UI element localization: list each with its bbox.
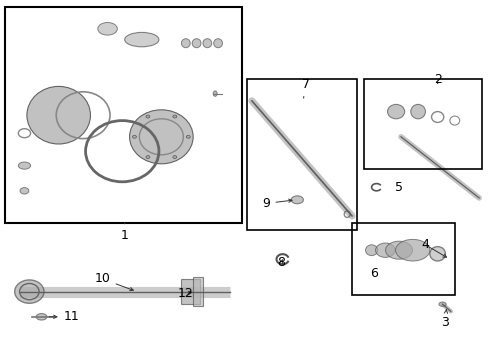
Text: 7: 7 [301,78,309,98]
Ellipse shape [410,104,425,119]
Ellipse shape [98,22,117,35]
Ellipse shape [15,280,44,303]
Ellipse shape [146,115,149,118]
Ellipse shape [173,156,177,158]
Text: 4: 4 [421,238,428,251]
Ellipse shape [290,196,303,204]
Ellipse shape [438,302,446,306]
Ellipse shape [181,39,190,48]
Ellipse shape [213,39,222,48]
Text: 1: 1 [121,223,128,242]
Bar [5,7,242,223]
Text: 9: 9 [262,197,291,210]
Text: 2: 2 [433,73,441,86]
Text: 8: 8 [277,256,285,269]
Ellipse shape [27,86,90,144]
Text: 12: 12 [178,287,193,300]
Ellipse shape [429,247,445,261]
Bar [364,79,481,169]
Text: 5: 5 [394,181,402,194]
Bar [181,279,200,304]
Text: 11: 11 [49,310,79,323]
Ellipse shape [173,115,176,118]
Ellipse shape [124,32,159,47]
Ellipse shape [146,156,150,158]
Ellipse shape [36,314,47,320]
Text: 6: 6 [369,267,377,280]
Ellipse shape [213,91,217,96]
Ellipse shape [20,188,29,194]
Ellipse shape [365,245,377,256]
Ellipse shape [395,239,429,261]
Ellipse shape [186,135,190,138]
Ellipse shape [375,243,394,257]
Ellipse shape [203,39,211,48]
Ellipse shape [132,135,136,138]
Ellipse shape [192,39,201,48]
Bar [351,223,454,295]
Ellipse shape [19,162,30,169]
Ellipse shape [129,110,193,164]
Text: 3: 3 [440,310,448,329]
Bar [246,79,356,230]
Bar [193,277,203,306]
Text: 10: 10 [95,273,133,291]
Ellipse shape [385,241,412,259]
Ellipse shape [386,104,404,119]
